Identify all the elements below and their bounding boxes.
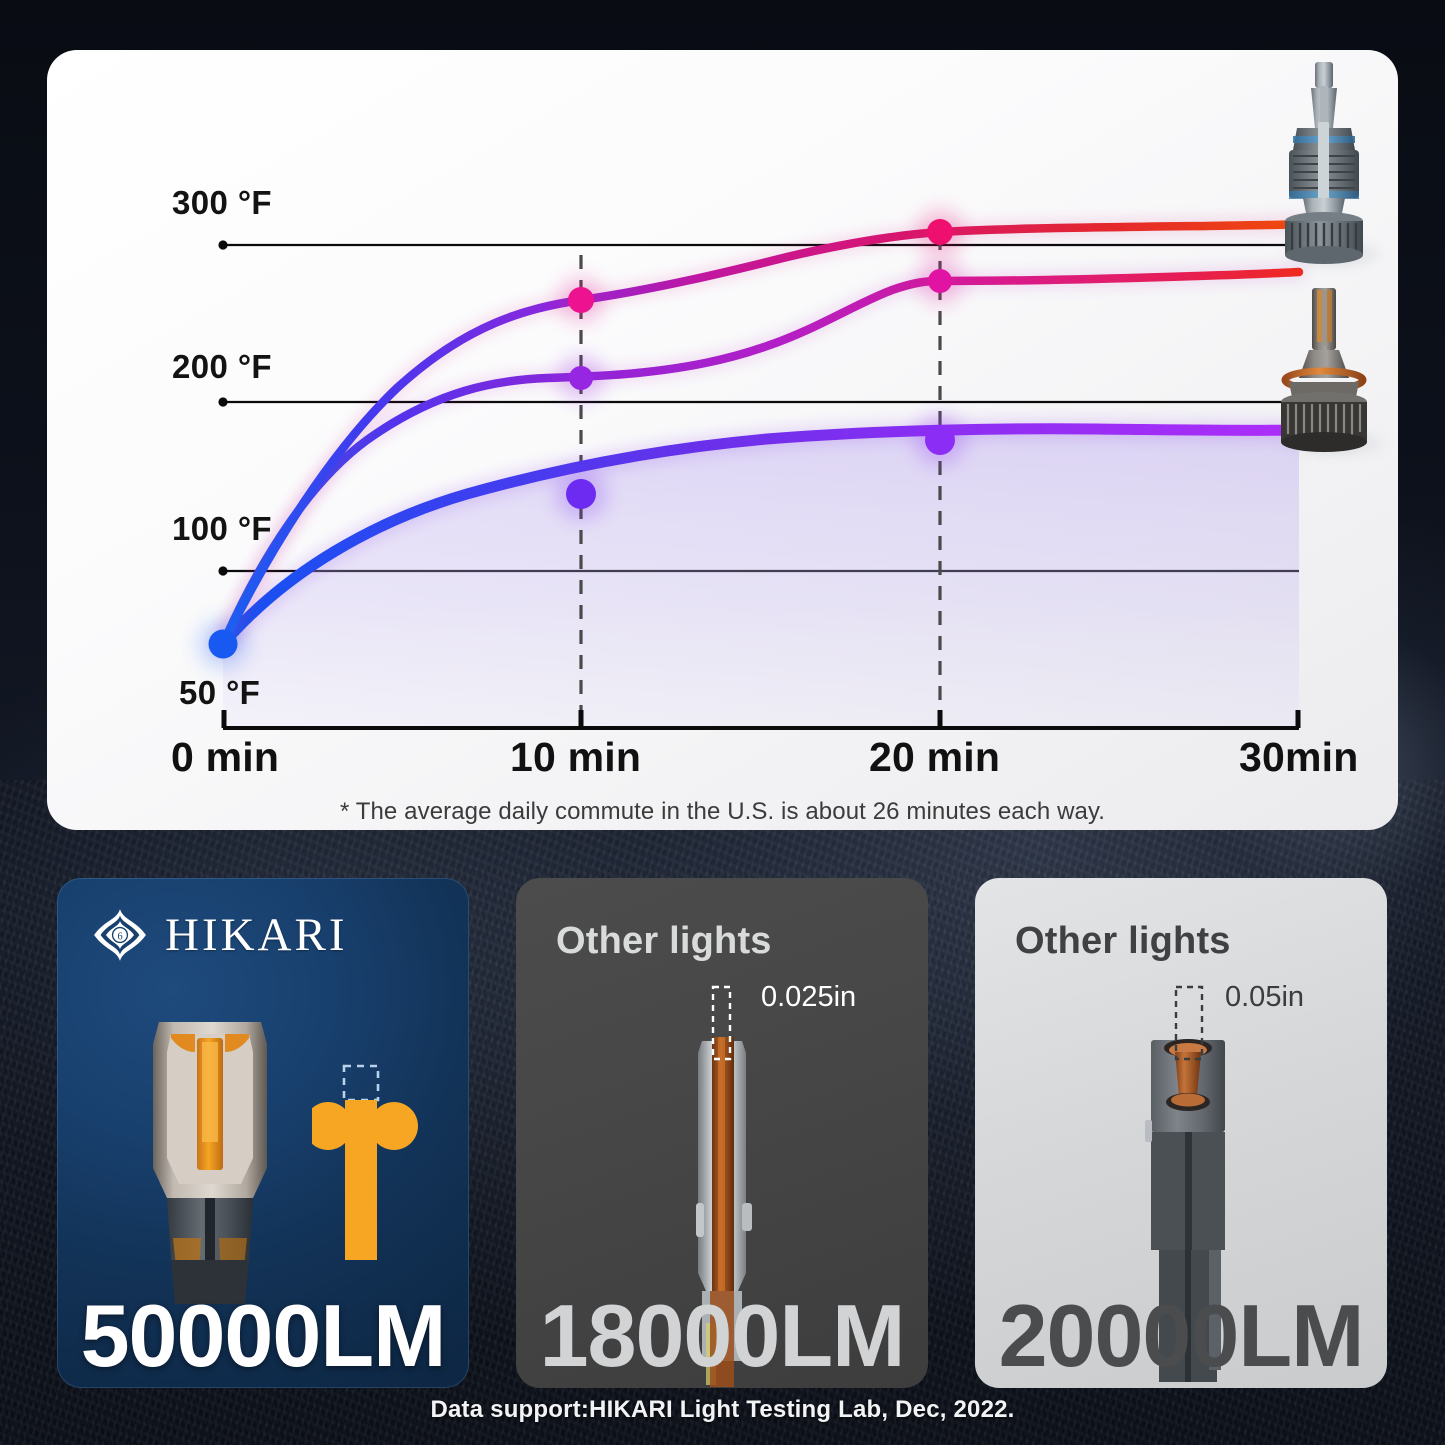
x-tick-label-0min: 0 min [171, 734, 280, 780]
svg-text:6: 6 [117, 932, 122, 943]
x-tick-label-20min: 20 min [869, 734, 1001, 780]
other-lights-1-dimension-box [708, 983, 748, 1063]
chart-marker-other-b-10min [569, 366, 593, 390]
chart-marker-other-b-20min [928, 269, 952, 293]
y-tick-label-300: 300 °F [172, 184, 272, 221]
card-other-lights-1-title: Other lights [556, 920, 772, 962]
hikari-dimension-callout [304, 1026, 437, 1286]
chart-origin-marker [208, 629, 238, 659]
chart-line-other-a [218, 219, 1304, 649]
chart-marker-other-a-10min [568, 287, 594, 313]
card-other-lights-2-title: Other lights [1015, 920, 1231, 962]
chart-svg [146, 193, 1309, 730]
hikari-lumens-value: 50000LM [80, 1286, 447, 1385]
chart-marker-other-a-20min [927, 219, 953, 245]
chart-marker-hikari-10min [566, 479, 596, 509]
temperature-chart-card: 300 °F 200 °F 100 °F 50 °F 0 min 10 min … [47, 50, 1398, 830]
chart-plot-area: 300 °F 200 °F 100 °F 50 °F 0 min 10 min … [47, 50, 1398, 830]
y-tick-label-200: 200 °F [172, 348, 272, 385]
other-lights-1-bulb-image [666, 1023, 778, 1388]
hikari-brand-name: HIKARI [165, 908, 348, 961]
hikari-brand-lockup: 6 HIKARI [93, 908, 347, 962]
chart-footnote: * The average daily commute in the U.S. … [339, 798, 1106, 825]
other-lights-2-dimension-box [1171, 983, 1219, 1063]
other-lights-1-lumens-value: 18000LM [539, 1286, 906, 1385]
chart-marker-hikari-20min [925, 425, 955, 455]
chart-area-fill [223, 428, 1299, 728]
chart-line-other-b [218, 267, 1304, 649]
other-lights-1-dimension-label: 0.025in [761, 981, 857, 1013]
x-tick-label-10min: 10 min [510, 734, 642, 780]
card-other-lights-1: Other lights [516, 878, 928, 1388]
other-lights-2-dimension-label: 0.05in [1225, 981, 1305, 1013]
hikari-led-bulb-copper-image [1259, 282, 1389, 460]
y-tick-label-50: 50 °F [179, 674, 261, 711]
other-lights-2-lumens-value: 20000LM [998, 1286, 1365, 1385]
comparison-cards: 6 HIKARI [0, 878, 1445, 1388]
card-other-lights-2: Other lights [975, 878, 1387, 1388]
x-tick-label-30min: 30min [1239, 734, 1359, 780]
data-support-footer: Data support:HIKARI Light Testing Lab, D… [430, 1396, 1015, 1423]
other-lights-2-bulb-image [1123, 1020, 1253, 1388]
y-tick-label-100: 100 °F [172, 510, 272, 547]
hikari-star-logo-icon: 6 [94, 909, 146, 961]
hikari-bulb-cross-section-image [145, 1008, 275, 1308]
hikari-led-bulb-blue-image [1259, 58, 1389, 273]
chart-x-axis [221, 710, 1301, 730]
chart-line-hikari [217, 423, 1305, 650]
card-hikari: 6 HIKARI [57, 878, 469, 1388]
